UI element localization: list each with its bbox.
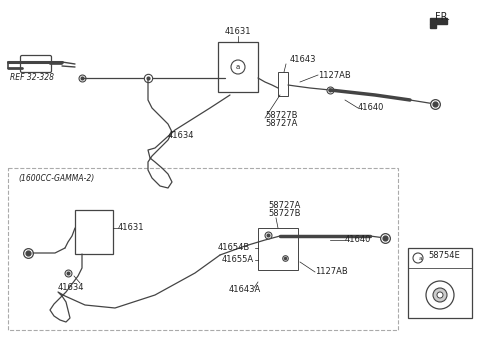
Circle shape bbox=[413, 253, 423, 263]
Circle shape bbox=[231, 60, 245, 74]
FancyBboxPatch shape bbox=[21, 55, 51, 72]
Text: 1127AB: 1127AB bbox=[315, 267, 348, 276]
Polygon shape bbox=[430, 18, 447, 24]
Text: 1127AB: 1127AB bbox=[318, 71, 351, 79]
Text: 41643A: 41643A bbox=[229, 286, 261, 294]
Polygon shape bbox=[430, 24, 436, 28]
Text: 41640: 41640 bbox=[345, 236, 372, 244]
Text: 41634: 41634 bbox=[58, 284, 84, 292]
Bar bbox=[408, 248, 472, 318]
Text: 41631: 41631 bbox=[118, 223, 144, 233]
Text: 58754E: 58754E bbox=[428, 251, 460, 261]
Bar bbox=[218, 42, 258, 92]
Circle shape bbox=[426, 281, 454, 309]
Text: 41640: 41640 bbox=[358, 103, 384, 113]
Text: 41654B: 41654B bbox=[218, 243, 250, 252]
Circle shape bbox=[433, 288, 447, 302]
Text: 41643: 41643 bbox=[290, 55, 316, 65]
Circle shape bbox=[437, 292, 443, 298]
Bar bbox=[75, 210, 113, 254]
Text: 58727B: 58727B bbox=[268, 209, 300, 217]
Text: a: a bbox=[418, 256, 422, 261]
Text: 58727A: 58727A bbox=[268, 200, 300, 210]
Bar bbox=[258, 228, 298, 270]
Text: 41634: 41634 bbox=[168, 131, 194, 141]
Text: (1600CC-GAMMA-2): (1600CC-GAMMA-2) bbox=[18, 174, 94, 183]
Text: 58727A: 58727A bbox=[265, 119, 298, 127]
Text: REF 32-328: REF 32-328 bbox=[10, 73, 54, 82]
Text: 58727B: 58727B bbox=[265, 111, 298, 120]
Text: a: a bbox=[236, 64, 240, 70]
Bar bbox=[278, 72, 288, 96]
Bar bbox=[8, 168, 398, 330]
Text: 41655A: 41655A bbox=[222, 256, 254, 265]
Text: 41631: 41631 bbox=[225, 27, 251, 36]
Text: FR.: FR. bbox=[435, 12, 450, 22]
